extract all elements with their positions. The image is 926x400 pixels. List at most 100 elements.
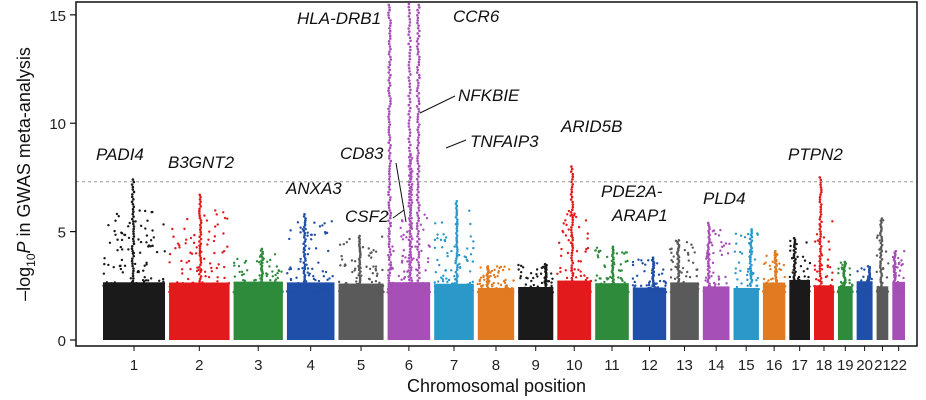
snp-point — [416, 291, 419, 294]
peak-point — [131, 249, 134, 253]
peak-point — [570, 264, 574, 267]
peak-point — [408, 274, 412, 277]
snp-point — [606, 289, 609, 293]
snp-point — [837, 267, 840, 270]
snp-point — [579, 260, 583, 263]
peak-point — [456, 250, 459, 253]
snp-point — [322, 285, 325, 288]
snp-point — [495, 287, 498, 290]
annotation-pointer — [395, 162, 407, 223]
snp-point — [391, 281, 395, 285]
snp-point — [814, 287, 817, 290]
snp-point — [145, 263, 148, 266]
snp-point — [372, 249, 375, 252]
peak-point — [570, 180, 573, 184]
snp-point — [168, 261, 171, 264]
peak-point — [387, 39, 391, 43]
peak-point — [417, 92, 421, 95]
peak-point — [820, 282, 823, 285]
snp-point — [566, 251, 570, 255]
snp-point — [687, 259, 690, 262]
snp-point — [776, 289, 779, 292]
x-tick-label: 22 — [890, 357, 907, 374]
snp-point — [600, 290, 604, 293]
peak-point — [676, 240, 679, 244]
snp-point — [489, 275, 492, 278]
peak-point — [819, 247, 822, 251]
snp-point — [391, 284, 394, 287]
peak-point — [455, 206, 458, 210]
snp-point — [141, 278, 145, 282]
peak-point — [417, 253, 421, 256]
snp-point — [808, 285, 811, 288]
snp-point — [212, 288, 216, 291]
peak-point — [792, 236, 796, 240]
peak-point — [455, 257, 458, 260]
snp-point — [858, 284, 862, 287]
gene-label-pde2a-: PDE2A- — [601, 182, 663, 201]
snp-point — [116, 238, 119, 241]
peak-point — [408, 271, 412, 275]
peak-point — [417, 201, 420, 204]
snp-point — [105, 281, 109, 284]
snp-point — [643, 270, 646, 273]
snp-point — [664, 284, 667, 287]
snp-point — [138, 251, 142, 254]
peak-point — [131, 279, 135, 283]
snp-point — [129, 277, 133, 280]
peak-point — [387, 149, 391, 152]
snp-point — [103, 262, 106, 266]
snp-point — [885, 276, 889, 279]
snp-point — [265, 272, 268, 275]
snp-point — [634, 284, 637, 287]
snp-point — [406, 230, 409, 234]
snp-point — [280, 270, 283, 273]
snp-point — [358, 290, 361, 294]
peak-point — [417, 81, 420, 85]
peak-point — [819, 230, 822, 233]
snp-point — [586, 246, 590, 250]
peak-point — [818, 269, 822, 273]
snp-point — [456, 290, 459, 293]
snp-point — [352, 285, 356, 289]
peak-point — [387, 131, 391, 134]
peak-point — [198, 214, 201, 218]
snp-point — [216, 223, 219, 226]
snp-point — [254, 291, 258, 294]
peak-point — [416, 115, 420, 119]
snp-point — [639, 284, 643, 288]
snp-point — [210, 269, 214, 273]
peak-point — [409, 203, 413, 207]
y-tick-label: 10 — [49, 116, 66, 133]
snp-point — [704, 276, 708, 279]
peak-point — [388, 183, 392, 186]
peak-point — [409, 284, 412, 288]
peak-point — [388, 29, 392, 33]
peak-point — [416, 144, 420, 147]
snp-point — [550, 272, 553, 275]
snp-point — [296, 221, 300, 224]
snp-point — [565, 276, 569, 280]
snp-point — [386, 291, 389, 294]
snp-point — [496, 274, 499, 278]
peak-point — [304, 219, 307, 222]
snp-point — [186, 217, 189, 221]
snp-point — [187, 291, 190, 294]
peak-point — [198, 282, 202, 285]
snp-point — [434, 289, 437, 293]
peak-point — [417, 34, 421, 38]
snp-point — [405, 287, 408, 291]
snp-point — [441, 289, 444, 293]
snp-point — [649, 286, 652, 289]
snp-point — [322, 275, 326, 278]
peak-point — [456, 275, 459, 278]
peak-point — [571, 216, 574, 219]
peak-point — [455, 211, 459, 214]
snp-point — [193, 233, 196, 237]
peak-point — [408, 214, 412, 217]
peak-point — [570, 190, 574, 194]
gene-label-tnfaip3: TNFAIP3 — [470, 132, 539, 151]
peak-point — [416, 157, 419, 160]
peak-point — [409, 268, 413, 272]
snp-point — [185, 238, 188, 241]
